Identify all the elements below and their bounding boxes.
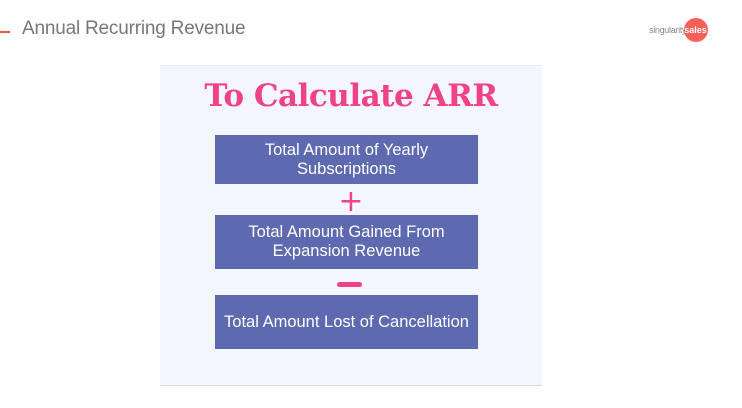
panel-title: To Calculate ARR	[204, 78, 498, 114]
minus-icon	[337, 282, 362, 287]
arr-formula-panel: To Calculate ARR Total Amount of Yearly …	[160, 65, 542, 386]
cancellation-box: Total Amount Lost of Cancellation	[215, 295, 478, 349]
brand-logo: singularity sales	[649, 18, 709, 42]
expansion-revenue-box: Total Amount Gained From Expansion Reven…	[215, 215, 478, 269]
page-title: Annual Recurring Revenue	[22, 18, 246, 39]
plus-icon: +	[338, 184, 364, 219]
logo-circle: sales	[684, 18, 709, 42]
logo-text: singularity	[649, 25, 687, 35]
header-accent-dash	[0, 31, 10, 33]
yearly-subscriptions-box: Total Amount of Yearly Subscriptions	[215, 135, 478, 184]
